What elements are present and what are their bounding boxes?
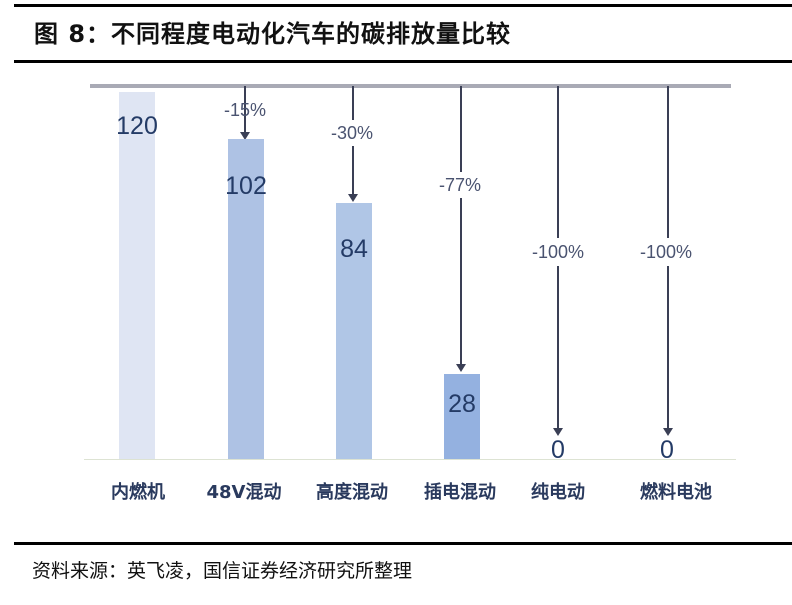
reduction-label-phev: -77% xyxy=(420,172,500,198)
reduction-label-48v: -15% xyxy=(223,100,267,120)
category-label-48v: 48V混动 xyxy=(206,482,282,503)
arrow-phev xyxy=(456,364,466,372)
category-label-bev: 纯电动 xyxy=(531,482,585,503)
reduction-label-bev: -100% xyxy=(512,238,604,266)
connector-phev xyxy=(460,86,462,366)
source-note: 资料来源：英飞凌，国信证券经济研究所整理 xyxy=(32,560,413,582)
connector-48v xyxy=(244,86,246,132)
reduction-label-fcev: -100% xyxy=(620,238,712,266)
bar-phev xyxy=(444,374,480,459)
bar-full-hybrid xyxy=(336,203,372,459)
arrow-fcev xyxy=(663,428,673,436)
arrow-bev xyxy=(553,428,563,436)
arrow-48v xyxy=(240,132,250,140)
value-label-bev: 0 xyxy=(551,436,565,464)
figure-title: 图 8：不同程度电动化汽车的碳排放量比较 xyxy=(34,20,512,48)
top-rule xyxy=(14,4,792,7)
category-label-full-hybrid: 高度混动 xyxy=(316,482,388,503)
reference-line-120 xyxy=(90,84,731,88)
bar-48v-hybrid xyxy=(228,139,264,459)
x-axis-baseline xyxy=(84,459,736,460)
value-label-phev: 28 xyxy=(448,390,476,418)
arrow-full-hybrid xyxy=(348,194,358,202)
value-label-ice: 120 xyxy=(116,112,158,140)
value-label-full-hybrid: 84 xyxy=(340,235,368,263)
source-rule xyxy=(14,542,792,545)
value-label-48v: 102 xyxy=(225,172,267,200)
value-label-fcev: 0 xyxy=(660,436,674,464)
category-label-ice: 内燃机 xyxy=(111,482,165,503)
category-label-fcev: 燃料电池 xyxy=(640,482,712,503)
category-label-phev: 插电混动 xyxy=(424,482,496,503)
title-underline xyxy=(14,60,792,63)
bar-ice xyxy=(119,92,155,459)
reduction-label-full-hybrid: -30% xyxy=(312,120,392,146)
